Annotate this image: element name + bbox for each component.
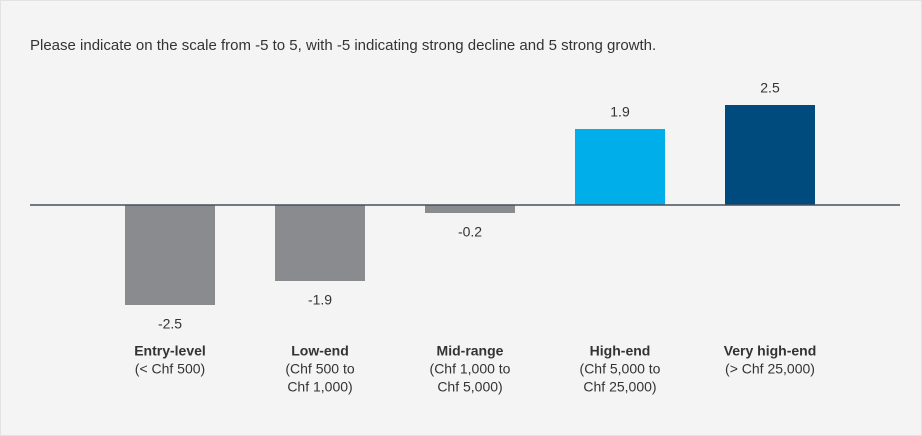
category-sublabel: Chf 1,000): [287, 379, 352, 395]
chart-title: Please indicate on the scale from -5 to …: [30, 37, 656, 54]
category-sublabel: (Chf 5,000 to: [580, 361, 661, 377]
value-label: -0.2: [458, 224, 482, 240]
bar: [575, 129, 665, 205]
category-label: Entry-level: [134, 343, 206, 359]
category-sublabel: (Chf 1,000 to: [430, 361, 511, 377]
category-sublabel: (> Chf 25,000): [725, 361, 815, 377]
value-label: 2.5: [760, 80, 780, 96]
category-label: Mid-range: [437, 343, 504, 359]
category-sublabel: Chf 5,000): [437, 379, 502, 395]
bar: [725, 105, 815, 205]
category-sublabel: Chf 25,000): [583, 379, 656, 395]
bar: [425, 205, 515, 213]
category-sublabel: (Chf 500 to: [285, 361, 354, 377]
category-label: Low-end: [291, 343, 349, 359]
bar: [275, 205, 365, 281]
value-label: 1.9: [610, 104, 630, 120]
category-label: Very high-end: [724, 343, 817, 359]
value-label: -2.5: [158, 316, 182, 332]
bar: [125, 205, 215, 305]
category-label: High-end: [590, 343, 651, 359]
category-sublabel: (< Chf 500): [135, 361, 205, 377]
value-label: -1.9: [308, 292, 332, 308]
